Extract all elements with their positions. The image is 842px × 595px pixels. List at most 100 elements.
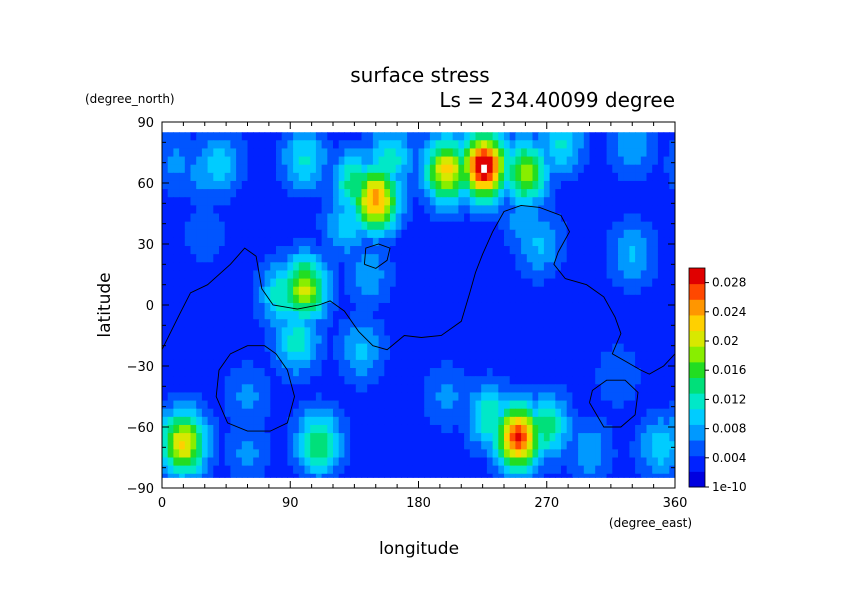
heatmap-cell [629,376,636,385]
heatmap-cell [475,237,482,247]
heatmap-cell [401,351,408,361]
heatmap-cell [583,286,591,296]
heatmap-cell [629,197,636,206]
heatmap-cell [367,180,374,190]
heatmap-cell [572,254,579,263]
heatmap-cell [384,302,391,312]
heatmap-cell [606,221,613,231]
heatmap-cell [207,278,214,288]
heatmap-cell [190,433,197,442]
heatmap-cell [372,441,380,450]
heatmap-cell [441,368,448,377]
heatmap-cell [310,213,317,223]
heatmap-cell [253,294,260,304]
heatmap-cell [429,433,437,442]
heatmap-cell [424,237,431,247]
heatmap-cell [452,392,459,402]
heatmap-cell [384,335,391,345]
heatmap-cell [526,229,534,239]
heatmap-cell [230,449,237,459]
heatmap-cell [635,408,642,418]
heatmap-cell [612,164,619,174]
heatmap-cell [224,237,231,247]
heatmap-cell [458,376,465,385]
heatmap-cell [595,254,602,263]
heatmap-cell [315,172,323,182]
heatmap-cell [543,262,551,272]
heatmap-cell [583,327,591,337]
heatmap-cell [543,319,551,328]
heatmap-cell [167,408,174,418]
heatmap-cell [475,368,482,377]
heatmap-cell [315,416,323,426]
heatmap-cell [663,237,670,247]
heatmap-cell [344,408,351,418]
heatmap-cell [281,197,288,206]
heatmap-cell [504,189,511,198]
heatmap-cell [623,433,630,442]
heatmap-cell [481,172,488,182]
heatmap-cell [623,180,630,190]
heatmap-cell [464,132,471,141]
heatmap-cell [196,237,203,247]
heatmap-cell [390,254,397,263]
heatmap-cell [219,229,226,239]
heatmap-cell [258,327,266,337]
heatmap-cell [435,132,442,141]
heatmap-cell [663,205,670,215]
heatmap-cell [162,132,169,141]
heatmap-cell [589,359,596,369]
heatmap-cell [429,197,437,206]
heatmap-cell [640,473,648,478]
heatmap-cell [589,237,596,247]
heatmap-cell [361,294,368,304]
heatmap-cell [407,416,414,426]
heatmap-cell [452,237,459,247]
heatmap-cell [350,376,357,385]
heatmap-cell [213,424,220,434]
heatmap-cell [333,400,340,410]
heatmap-cell [230,132,237,141]
heatmap-cell [247,465,254,475]
heatmap-cell [412,197,420,206]
heatmap-cell [464,384,471,394]
heatmap-cell [486,180,494,190]
heatmap-cell [464,237,471,247]
heatmap-cell [555,384,562,394]
heatmap-cell [515,294,522,304]
heatmap-cell [361,319,368,328]
heatmap-cell [549,384,556,394]
heatmap-cell [458,205,465,215]
heatmap-cell [162,213,169,223]
heatmap-cell [276,172,283,182]
heatmap-cell [458,221,465,231]
heatmap-cell [606,294,613,304]
heatmap-cell [224,311,231,320]
heatmap-cell [179,286,186,296]
heatmap-cell [583,416,591,426]
heatmap-cell [315,433,323,442]
heatmap-cell [618,140,625,150]
heatmap-cell [276,376,283,385]
heatmap-cell [447,229,454,239]
heatmap-cell [367,457,374,467]
heatmap-cell [276,424,283,434]
heatmap-cell [504,237,511,247]
heatmap-cell [355,221,363,231]
heatmap-cell [646,197,653,206]
heatmap-cell [498,140,505,150]
heatmap-cell [469,465,477,475]
heatmap-cell [264,278,271,288]
heatmap-cell [669,205,675,215]
heatmap-cell [367,433,374,442]
contour-line [215,345,295,432]
heatmap-cell [258,197,266,206]
heatmap-cell [253,433,260,442]
heatmap-cell [361,148,368,158]
heatmap-cell [583,294,591,304]
heatmap-cell [287,335,294,345]
heatmap-cell [338,400,345,410]
heatmap-cell [640,302,648,312]
heatmap-cell [247,473,254,478]
heatmap-cell [350,368,357,377]
